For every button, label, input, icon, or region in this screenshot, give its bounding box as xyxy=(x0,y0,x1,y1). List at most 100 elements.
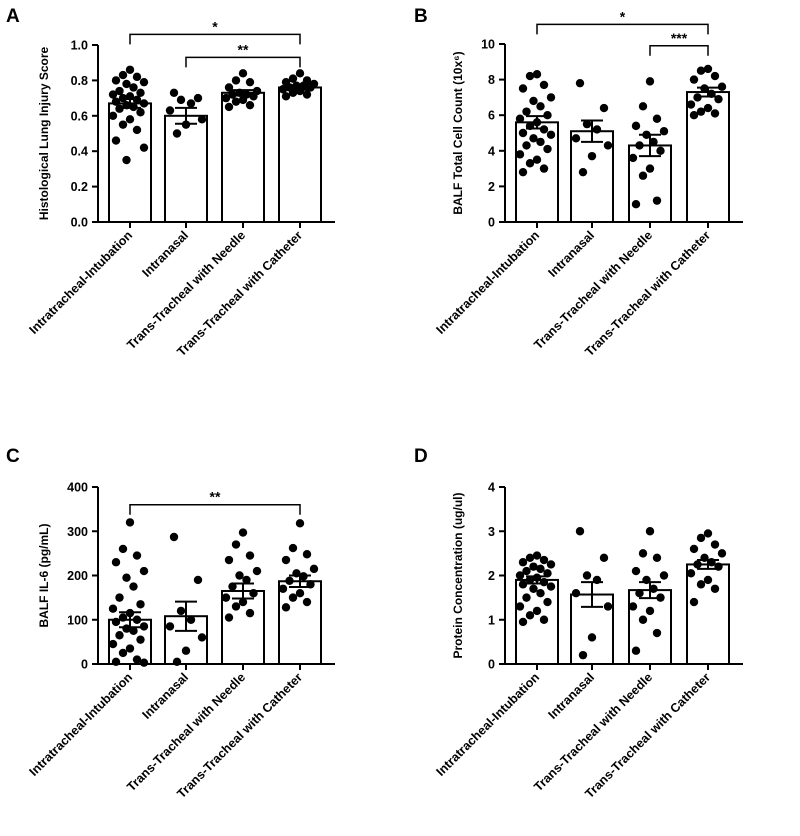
data-point xyxy=(635,141,644,150)
panel-a: A Histological Lung Injury Score 0.0 0.2 0.4… xyxy=(6,6,335,359)
data-point xyxy=(525,71,535,81)
data-point xyxy=(703,575,713,585)
y-tick-label: 0.4 xyxy=(71,145,88,159)
data-point xyxy=(125,65,135,74)
x-tick-label: Trans-Tracheal with Catheter xyxy=(582,228,713,359)
x-tick-label: Trans-Tracheal with Catheter xyxy=(174,670,305,801)
y-tick-label: 8 xyxy=(488,73,495,87)
data-point xyxy=(638,171,648,180)
data-point xyxy=(108,111,118,121)
y-tick-label: 400 xyxy=(67,481,88,495)
data-point xyxy=(224,613,234,622)
data-point xyxy=(281,603,291,612)
data-point xyxy=(689,111,699,120)
data-point xyxy=(592,125,602,134)
data-point xyxy=(518,558,528,567)
data-point xyxy=(245,608,255,618)
data-point xyxy=(543,144,552,154)
x-tick-label: Intratracheal-Intubation xyxy=(434,670,543,779)
data-point xyxy=(302,550,312,559)
data-point xyxy=(686,100,696,109)
data-point xyxy=(122,573,131,582)
data-point xyxy=(652,628,662,638)
data-point xyxy=(689,597,699,607)
data-point xyxy=(108,604,118,613)
data-point xyxy=(221,593,231,602)
data-point xyxy=(710,540,720,549)
data-point xyxy=(122,155,131,165)
data-point xyxy=(118,120,128,129)
data-point xyxy=(125,115,135,124)
panel-letter: C xyxy=(6,446,20,467)
data-point xyxy=(132,125,142,135)
bar xyxy=(164,114,208,223)
data-point xyxy=(231,602,241,611)
data-point xyxy=(539,577,549,587)
data-point xyxy=(108,90,118,99)
data-point xyxy=(693,560,702,569)
data-point xyxy=(518,580,528,589)
data-point xyxy=(129,626,138,636)
data-point xyxy=(176,606,186,616)
data-point xyxy=(525,575,535,585)
data-point xyxy=(132,72,142,82)
data-point xyxy=(129,582,138,591)
data-point xyxy=(529,584,538,593)
y-tick-label: 4 xyxy=(488,481,495,495)
significance-label: * xyxy=(620,8,626,24)
data-point xyxy=(295,519,305,528)
data-point xyxy=(659,127,669,136)
data-point xyxy=(108,639,118,649)
significance-bracket xyxy=(129,503,301,515)
data-point xyxy=(278,85,288,94)
data-point xyxy=(546,130,556,139)
data-point xyxy=(539,164,549,173)
panel-letter: D xyxy=(414,446,428,467)
y-axis-title: BALF Total Cell Count (10x⁶) xyxy=(451,51,465,214)
data-point xyxy=(132,615,142,624)
data-point xyxy=(515,150,525,159)
y-tick-label: 6 xyxy=(488,109,495,123)
panel-c: C BALF IL-6 (pg/mL) 0 100 200 300 400 Intratrac… xyxy=(6,446,335,801)
data-point xyxy=(139,143,149,152)
data-point xyxy=(518,128,528,138)
x-tick-label: Trans-Tracheal with Needle xyxy=(124,228,248,352)
data-point xyxy=(536,589,545,598)
data-point xyxy=(139,622,149,631)
data-point xyxy=(532,155,542,164)
data-point xyxy=(235,571,244,580)
significance-bracket xyxy=(185,56,301,68)
y-tick-label: 0 xyxy=(81,658,88,672)
data-point xyxy=(522,593,531,602)
data-point xyxy=(139,77,149,87)
data-point xyxy=(652,196,662,205)
data-point xyxy=(186,99,196,108)
data-point xyxy=(518,617,528,627)
data-point xyxy=(245,100,255,110)
data-point xyxy=(575,78,585,88)
x-tick-label: Intratracheal-Intubation xyxy=(27,228,136,337)
data-point xyxy=(197,633,207,642)
data-point xyxy=(599,103,609,113)
significance-label: ** xyxy=(238,41,249,57)
data-point xyxy=(703,64,713,74)
data-point xyxy=(536,137,545,147)
data-point xyxy=(111,136,121,145)
data-point xyxy=(539,555,549,565)
y-tick-label: 3 xyxy=(488,525,495,539)
data-point xyxy=(603,141,613,150)
data-point xyxy=(515,114,525,123)
data-point xyxy=(638,549,648,558)
data-point xyxy=(696,107,706,116)
data-point xyxy=(245,551,255,560)
y-tick-label: 200 xyxy=(67,569,88,583)
data-point xyxy=(295,589,305,598)
x-tick-label: Trans-Tracheal with Catheter xyxy=(174,228,305,359)
data-point xyxy=(571,589,581,598)
data-point xyxy=(136,635,145,644)
data-point xyxy=(115,593,124,602)
data-point xyxy=(169,88,179,97)
data-point xyxy=(546,560,556,569)
data-point xyxy=(710,109,720,118)
data-point xyxy=(181,646,191,655)
